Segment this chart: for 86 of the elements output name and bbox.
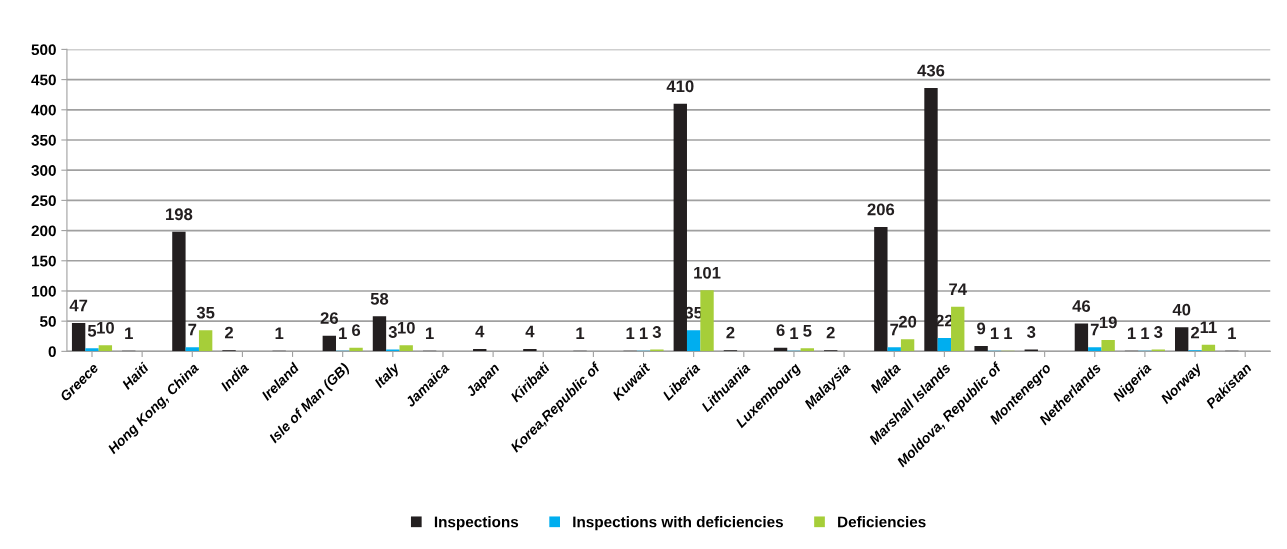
y-tick-label: 200 bbox=[31, 225, 56, 237]
bar bbox=[974, 345, 988, 352]
bar bbox=[800, 348, 814, 352]
y-tick-label: 300 bbox=[31, 165, 56, 176]
data-label: 3 bbox=[388, 326, 397, 338]
y-tick-label: 400 bbox=[31, 104, 56, 116]
data-label: 1 bbox=[1127, 327, 1136, 339]
bar bbox=[1175, 327, 1189, 352]
bar bbox=[686, 330, 701, 352]
data-label: 1 bbox=[1004, 327, 1013, 339]
data-label: 436 bbox=[917, 64, 945, 77]
data-label: 40 bbox=[1172, 303, 1191, 316]
data-label: 2 bbox=[826, 326, 835, 339]
data-label: 5 bbox=[87, 325, 97, 337]
data-label: 3 bbox=[652, 326, 661, 338]
data-label: 1 bbox=[339, 327, 347, 339]
data-label: 101 bbox=[694, 266, 721, 279]
bar bbox=[673, 103, 687, 352]
data-label: 10 bbox=[397, 321, 415, 334]
data-label: 206 bbox=[867, 203, 895, 216]
bar bbox=[887, 347, 901, 352]
data-label: 1 bbox=[1228, 327, 1236, 339]
y-tick-label: 250 bbox=[31, 195, 56, 207]
data-label: 46 bbox=[1072, 300, 1091, 312]
data-label: 7 bbox=[890, 323, 899, 336]
bar bbox=[185, 347, 199, 352]
bar bbox=[85, 348, 99, 352]
y-tick-label: 50 bbox=[39, 316, 56, 327]
bar bbox=[1074, 323, 1089, 352]
bar bbox=[1101, 339, 1115, 352]
bar bbox=[399, 345, 413, 352]
data-label: 4 bbox=[525, 325, 535, 338]
data-label: 1 bbox=[125, 327, 133, 339]
data-label: 1 bbox=[1141, 327, 1150, 339]
bar bbox=[198, 330, 213, 352]
data-label: 20 bbox=[898, 315, 917, 328]
legend-label: Inspections with deficiencies bbox=[573, 516, 783, 531]
data-label: 1 bbox=[990, 327, 999, 339]
bar bbox=[874, 226, 888, 352]
data-label: 10 bbox=[97, 321, 114, 334]
data-label: 1 bbox=[626, 327, 635, 339]
y-tick-label: 500 bbox=[31, 44, 56, 56]
data-label: 2 bbox=[224, 326, 234, 339]
data-label: 19 bbox=[1099, 316, 1117, 329]
data-label: 1 bbox=[426, 327, 434, 339]
data-label: 410 bbox=[666, 80, 694, 93]
data-label: 1 bbox=[576, 327, 585, 339]
data-label: 26 bbox=[320, 312, 338, 325]
data-label: 35 bbox=[196, 306, 215, 319]
data-label: 7 bbox=[188, 323, 197, 336]
bar bbox=[937, 338, 952, 352]
y-tick-label: 0 bbox=[48, 346, 56, 358]
data-label: 11 bbox=[1200, 321, 1217, 333]
data-label: 47 bbox=[69, 299, 88, 312]
y-tick-label: 100 bbox=[31, 285, 56, 297]
bar bbox=[900, 339, 915, 352]
data-label: 3 bbox=[1027, 326, 1036, 338]
data-label: 58 bbox=[370, 292, 389, 305]
data-label: 6 bbox=[776, 324, 785, 337]
bar bbox=[71, 322, 86, 352]
bar bbox=[372, 316, 387, 352]
y-tick-label: 150 bbox=[31, 255, 56, 267]
bar bbox=[1088, 347, 1102, 352]
data-label: 2 bbox=[726, 326, 735, 339]
data-label: 198 bbox=[166, 208, 193, 221]
bar bbox=[700, 290, 714, 352]
bar bbox=[98, 345, 113, 352]
data-label: 4 bbox=[475, 325, 485, 338]
data-label: 9 bbox=[977, 322, 986, 335]
bar bbox=[924, 88, 938, 352]
data-label: 1 bbox=[639, 327, 648, 339]
data-label: 6 bbox=[352, 324, 361, 337]
data-label: 5 bbox=[803, 325, 812, 337]
y-tick-label: 450 bbox=[31, 74, 56, 86]
y-tick-label: 350 bbox=[31, 134, 56, 146]
data-label: 7 bbox=[1090, 323, 1099, 336]
data-label: 74 bbox=[949, 283, 967, 295]
data-label: 1 bbox=[275, 327, 284, 339]
data-label: 3 bbox=[1154, 326, 1163, 338]
data-label: 1 bbox=[790, 327, 799, 339]
bar bbox=[951, 306, 965, 352]
bar bbox=[172, 231, 186, 352]
legend-label: Inspections bbox=[434, 516, 519, 531]
bar bbox=[322, 335, 337, 352]
data-label: 2 bbox=[1191, 326, 1200, 339]
legend-label: Deficiencies bbox=[838, 516, 926, 528]
